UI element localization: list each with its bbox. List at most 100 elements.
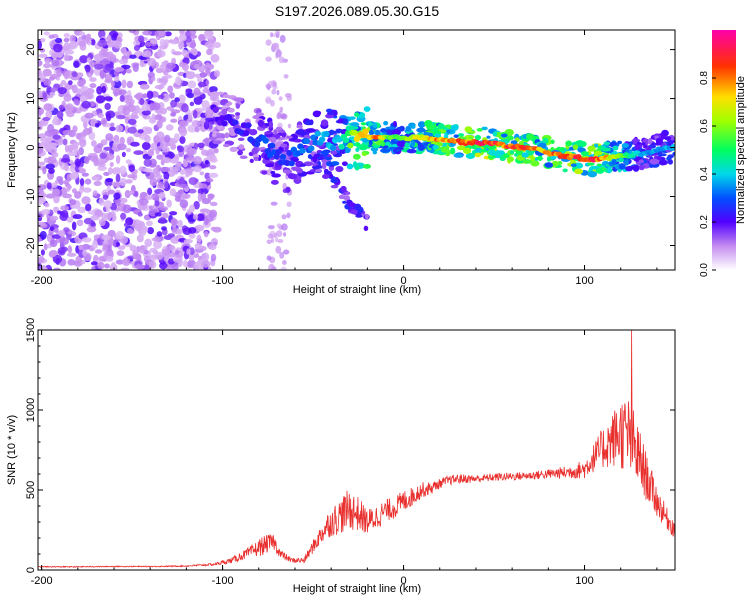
spectrogram-cell: [142, 114, 151, 120]
spectrogram-cell: [62, 193, 72, 199]
spectrogram-cell: [139, 83, 150, 90]
spectrogram-cell: [90, 39, 96, 46]
spectrogram-cell: [81, 196, 91, 205]
spectrogram-cell: [157, 181, 164, 189]
spectrogram-cell: [257, 119, 265, 127]
spectrogram-cell: [154, 136, 161, 142]
spectrogram-ytick-label: 0: [25, 144, 37, 150]
spectrogram-cell: [182, 260, 188, 268]
spectrogram-cell: [102, 243, 109, 251]
spectrogram-cell: [173, 133, 180, 142]
spectrogram-cell: [194, 224, 205, 232]
spectrogram-cell: [227, 108, 235, 113]
spectrogram-cell: [565, 140, 573, 147]
spectrogram-cell: [270, 137, 277, 144]
spectrogram-cell: [85, 203, 92, 212]
spectrogram-cell: [114, 75, 120, 83]
spectrogram-cell: [47, 234, 52, 243]
spectrogram-cell: [50, 250, 57, 258]
spectrogram-ridge-cell: [347, 142, 354, 149]
spectrogram-cell: [93, 63, 104, 70]
spectrogram-cell: [78, 244, 84, 250]
spectrogram-cell: [446, 129, 451, 134]
spectrogram-cell: [133, 150, 144, 155]
spectrogram-cell: [187, 188, 197, 194]
spectrogram-cell: [181, 103, 189, 113]
spectrogram-cell: [500, 133, 508, 138]
spectrogram-cell: [118, 89, 127, 96]
spectrogram-ridge-cell: [323, 130, 330, 137]
spectrogram-cell: [60, 79, 67, 86]
spectrogram-cell: [362, 163, 371, 169]
spectrogram-cell: [526, 133, 535, 140]
spectrogram-cell: [174, 97, 180, 103]
spectrogram-cell: [338, 194, 345, 200]
spectrogram-cell: [43, 103, 53, 111]
spectrogram-cell: [183, 238, 193, 244]
spectrogram-cell: [197, 192, 202, 202]
spectrogram-cell: [124, 189, 131, 199]
spectrogram-cell: [170, 118, 178, 123]
spectrogram-cell: [486, 145, 497, 150]
spectrogram-cell: [178, 33, 187, 42]
spectrogram-cell: [84, 112, 94, 119]
spectrogram-cell: [275, 230, 283, 238]
spectrogram-cell: [189, 247, 195, 255]
spectrogram-cell: [64, 103, 74, 112]
spectrogram-cell: [342, 200, 347, 204]
spectrogram-cell: [125, 147, 132, 153]
spectrogram-cell: [116, 114, 126, 120]
spectrogram-cell: [161, 248, 171, 256]
spectrogram-cell: [143, 158, 152, 167]
spectrogram-xtick-label: -100: [212, 275, 234, 287]
spectrogram-cell: [196, 76, 203, 83]
spectrogram-cell: [187, 80, 197, 89]
spectrogram-cell: [128, 105, 137, 113]
spectrogram-cell: [574, 140, 585, 147]
spectrogram-cell: [211, 132, 217, 138]
spectrogram-cell: [270, 201, 278, 206]
snr-xtick-label: -200: [31, 575, 53, 587]
spectrogram-cell: [320, 119, 329, 127]
spectrogram-cell: [368, 129, 374, 136]
spectrogram-cell: [191, 120, 201, 127]
spectrogram-cell: [134, 264, 145, 270]
spectrogram-cell: [63, 227, 70, 233]
spectrogram-cell: [87, 72, 93, 78]
spectrogram-ridge-cell: [303, 138, 311, 145]
snr-frame: [37, 329, 676, 571]
spectrogram-cell: [188, 253, 195, 262]
spectrogram-ytick-label: -10: [25, 189, 37, 205]
spectrogram-xtick-label: 0: [400, 275, 406, 287]
spectrogram-cell: [75, 132, 82, 140]
spectrogram-cell: [134, 223, 143, 232]
spectrogram-cell: [179, 135, 186, 145]
spectrogram-cell: [267, 225, 275, 230]
spectrogram-cell: [200, 71, 207, 78]
spectrogram-cell: [587, 170, 598, 178]
spectrogram-cell: [350, 122, 360, 127]
spectrogram-frame: [37, 29, 676, 271]
spectrogram-cell: [235, 103, 241, 109]
spectrogram-cell: [42, 116, 51, 122]
spectrogram-cell: [100, 117, 108, 126]
spectrogram-ridge-cell: [310, 134, 317, 141]
spectrogram-cell: [111, 167, 122, 175]
spectrogram-cell: [170, 112, 176, 117]
spectrogram-cell: [149, 177, 158, 187]
spectrogram-cell: [38, 133, 47, 139]
spectrogram-cell: [186, 147, 195, 157]
spectrogram-cell: [158, 191, 166, 200]
spectrogram-cell: [189, 101, 195, 107]
spectrogram-cell: [38, 255, 45, 264]
spectrogram-cell: [143, 168, 153, 173]
spectrogram-cell: [83, 217, 94, 225]
spectrogram-cell: [38, 148, 43, 155]
spectrogram-cell: [410, 124, 416, 129]
spectrogram-cell: [95, 95, 106, 104]
spectrogram-cell: [119, 165, 127, 175]
spectrogram-cell: [330, 150, 338, 155]
spectrogram-cell: [265, 56, 272, 62]
spectrogram-cell: [189, 34, 197, 39]
spectrogram-cell: [207, 154, 217, 162]
